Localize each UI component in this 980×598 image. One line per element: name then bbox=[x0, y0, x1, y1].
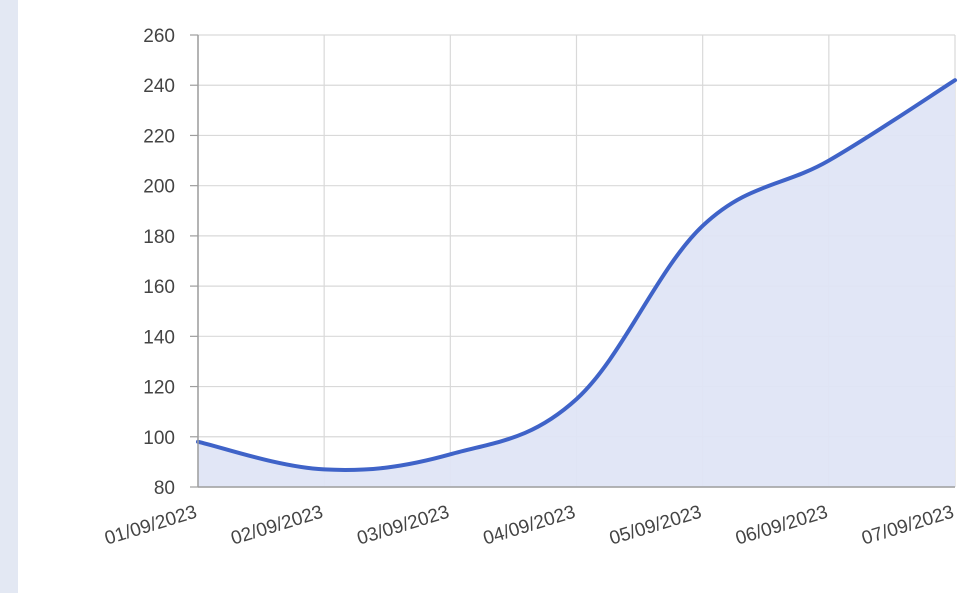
x-tick-label: 03/09/2023 bbox=[355, 502, 452, 550]
y-tick-label: 80 bbox=[154, 478, 175, 499]
y-tick-label: 200 bbox=[143, 177, 175, 198]
y-tick-label: 100 bbox=[143, 428, 175, 449]
y-tick-label: 240 bbox=[143, 76, 175, 97]
y-axis: 80 100 120 140 160 180 200 220 240 260 bbox=[143, 26, 198, 499]
x-tick-label: 01/09/2023 bbox=[102, 502, 199, 550]
y-tick-label: 140 bbox=[143, 327, 175, 348]
x-tick-label: 04/09/2023 bbox=[481, 502, 578, 550]
y-tick-label: 220 bbox=[143, 126, 175, 147]
x-tick-label: 06/09/2023 bbox=[733, 502, 830, 550]
x-tick-label: 07/09/2023 bbox=[859, 502, 956, 550]
y-tick-label: 260 bbox=[143, 26, 175, 47]
y-tick-label: 160 bbox=[143, 277, 175, 298]
x-axis: 01/09/2023 02/09/2023 03/09/2023 04/09/2023… bbox=[102, 487, 956, 550]
y-tick-label: 120 bbox=[143, 378, 175, 399]
x-tick-label: 02/09/2023 bbox=[229, 502, 326, 550]
y-tick-label: 180 bbox=[143, 227, 175, 248]
x-tick-label: 05/09/2023 bbox=[607, 502, 704, 550]
